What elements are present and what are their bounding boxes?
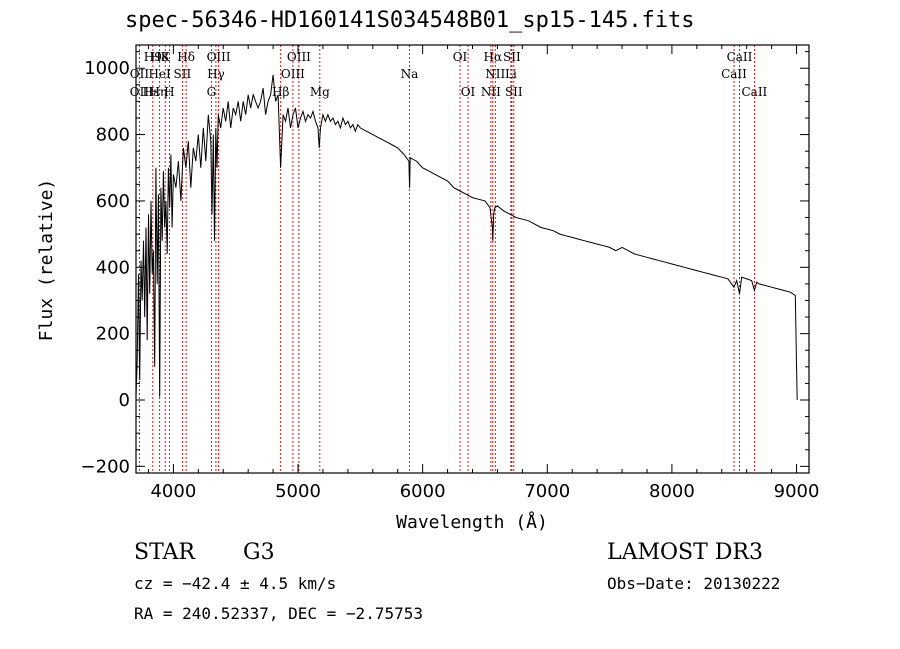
y-axis-label: Flux (relative): [36, 179, 57, 342]
x-tick-label-4: 8000: [649, 481, 695, 502]
line-label-7: Hα: [484, 50, 503, 64]
line-label-29: CaII: [741, 85, 767, 99]
line-label-28: SII: [505, 85, 523, 99]
line-label-2: K: [161, 50, 171, 64]
line-label-16: NII: [485, 67, 505, 81]
line-label-26: OI: [461, 85, 476, 99]
y-tick-label-2: 200: [96, 324, 130, 345]
line-label-21: Hη: [150, 85, 168, 99]
line-label-14: OIII: [281, 67, 305, 81]
line-label-9: CaII: [727, 50, 753, 64]
line-label-22: H: [164, 85, 174, 99]
line-label-15: Na: [401, 67, 419, 81]
redshift-cz: cz = −42.4 ± 4.5 km/s: [134, 574, 337, 593]
y-tick-label-1: 0: [119, 390, 130, 411]
chart-title: spec-56346-HD160141S034548B01_sp15-145.f…: [125, 8, 695, 33]
emission-line-markers: [138, 45, 755, 473]
y-tick-label-3: 400: [96, 257, 130, 278]
line-label-23: G: [207, 85, 217, 99]
line-label-27: NII: [481, 85, 501, 99]
spectrum-series: [135, 74, 798, 401]
y-tick-label-5: 800: [96, 125, 130, 146]
line-label-24: Hβ: [272, 85, 289, 99]
line-label-12: SII: [174, 67, 192, 81]
obs-date: Obs−Date: 20130222: [607, 574, 781, 593]
survey-name: LAMOST DR3: [607, 540, 763, 565]
y-tick-label-6: 1000: [84, 58, 130, 79]
x-tick-label-2: 6000: [400, 481, 446, 502]
line-label-18: CaII: [721, 67, 747, 81]
line-label-13: Hγ: [207, 67, 225, 81]
y-axis: −200 0 200 400 600 800 1000: [81, 51, 809, 477]
x-tick-label-3: 7000: [524, 481, 570, 502]
y-tick-label-0: −200: [81, 456, 130, 477]
line-label-11: HeI: [148, 67, 171, 81]
line-label-1: H8: [151, 50, 169, 64]
x-axis: 4000 5000 6000 7000 8000 9000: [147, 45, 820, 502]
line-label-19: OII: [130, 85, 150, 99]
ra-dec: RA = 240.52337, DEC = −2.75753: [134, 604, 423, 623]
line-label-25: Mg: [310, 85, 330, 99]
spectrum-line: [135, 74, 798, 401]
line-label-6: OI: [453, 50, 468, 64]
x-axis-label: Wavelength (Å): [396, 511, 548, 533]
line-label-20: Hε: [143, 85, 160, 99]
y-tick-label-4: 600: [96, 191, 130, 212]
line-label-17: Li: [505, 67, 517, 81]
object-subclass: G3: [243, 540, 275, 565]
line-label-10: OII: [130, 67, 150, 81]
line-label-5: OIII: [287, 50, 311, 64]
line-label-0: H9: [144, 50, 162, 64]
x-tick-label-1: 5000: [275, 481, 321, 502]
x-tick-label-0: 4000: [150, 481, 196, 502]
x-tick-label-5: 9000: [774, 481, 820, 502]
line-label-3: Hδ: [177, 50, 195, 64]
object-class: STAR: [134, 540, 195, 565]
line-label-8: SII: [503, 50, 521, 64]
line-label-4: OIII: [207, 50, 231, 64]
